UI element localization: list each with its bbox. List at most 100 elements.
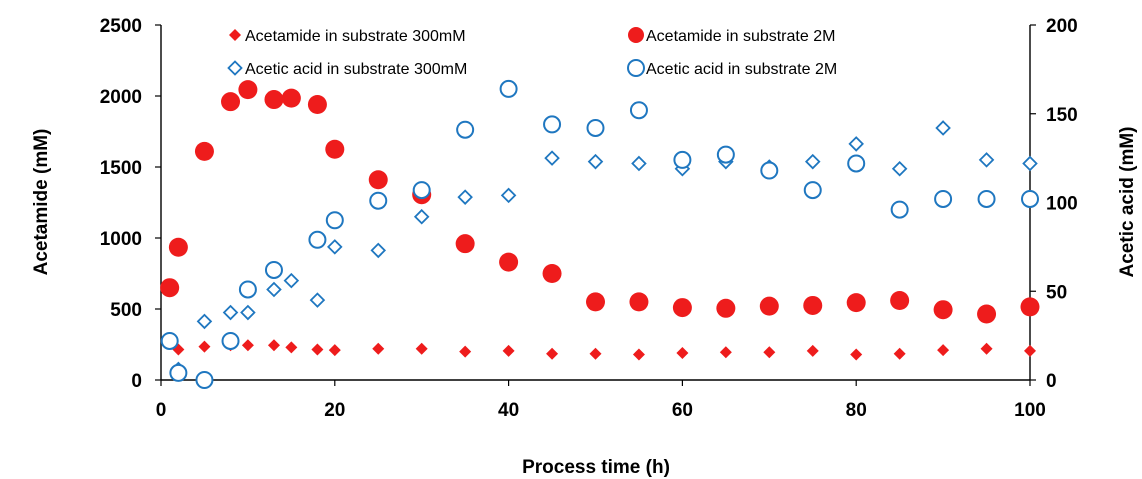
marks-layer xyxy=(160,79,1040,389)
data-point-series-4 xyxy=(325,211,344,230)
data-point-series-4 xyxy=(890,200,909,219)
data-point-series-1 xyxy=(285,341,298,354)
data-point-series-3 xyxy=(196,313,213,330)
data-point-series-1 xyxy=(267,339,280,352)
data-point-series-4 xyxy=(629,101,648,120)
legend-marker-series-4 xyxy=(627,59,645,77)
data-point-series-3 xyxy=(544,150,560,166)
data-point-series-1 xyxy=(676,347,689,360)
data-point-series-1 xyxy=(415,342,428,355)
data-point-series-1 xyxy=(502,344,515,357)
data-point-series-4 xyxy=(308,230,327,249)
legend-marker-series-3 xyxy=(227,60,243,76)
data-point-series-2 xyxy=(325,139,345,159)
data-point-series-1 xyxy=(806,344,819,357)
data-point-series-2 xyxy=(803,295,823,315)
data-point-series-2 xyxy=(586,292,605,312)
x-tick-label: 80 xyxy=(846,400,867,421)
data-point-series-3 xyxy=(266,281,282,298)
data-point-series-2 xyxy=(281,88,301,108)
data-point-series-2 xyxy=(846,293,866,313)
data-point-series-4 xyxy=(456,120,475,139)
data-point-series-1 xyxy=(328,344,341,357)
data-point-series-1 xyxy=(241,339,254,352)
data-point-series-4 xyxy=(221,331,240,350)
data-point-series-2 xyxy=(890,290,910,310)
y-left-tick-label: 500 xyxy=(110,300,142,321)
x-tick-label: 60 xyxy=(672,400,693,421)
data-point-series-4 xyxy=(716,145,735,164)
data-point-series-1 xyxy=(850,348,863,361)
data-point-series-1 xyxy=(980,342,993,355)
data-point-series-3 xyxy=(240,304,256,321)
data-point-series-3 xyxy=(370,242,387,259)
legend-label-series-1: Acetamide in substrate 300mM xyxy=(245,28,466,45)
legend-marker-series-1 xyxy=(229,29,241,41)
data-point-series-3 xyxy=(500,187,517,204)
data-point-series-2 xyxy=(716,298,736,318)
data-point-series-3 xyxy=(222,304,239,321)
y-right-tick-label: 100 xyxy=(1046,194,1078,215)
data-point-series-4 xyxy=(977,189,996,208)
y-right-tick-label: 150 xyxy=(1046,105,1078,126)
data-point-series-4 xyxy=(369,191,388,210)
data-point-series-3 xyxy=(935,120,951,136)
legend-label-series-3: Acetic acid in substrate 300mM xyxy=(245,61,467,78)
data-point-series-3 xyxy=(587,153,604,170)
y-left-tick-label: 1500 xyxy=(100,158,142,179)
data-point-series-2 xyxy=(238,80,258,100)
data-point-series-3 xyxy=(848,136,864,152)
data-point-series-1 xyxy=(546,347,559,360)
data-point-series-1 xyxy=(719,346,732,359)
data-point-series-3 xyxy=(309,292,326,308)
data-point-series-4 xyxy=(803,181,822,200)
data-point-series-3 xyxy=(631,155,647,172)
data-point-series-3 xyxy=(283,272,300,289)
legend-marker-series-2 xyxy=(628,27,644,43)
data-point-series-2 xyxy=(759,296,779,316)
data-point-series-4 xyxy=(543,115,562,134)
y-right-tick-label: 0 xyxy=(1046,371,1057,392)
data-point-series-4 xyxy=(238,280,257,299)
data-point-series-4 xyxy=(499,79,518,98)
data-point-series-3 xyxy=(457,189,473,205)
data-point-series-1 xyxy=(198,340,211,353)
data-point-series-4 xyxy=(586,118,605,137)
data-point-series-4 xyxy=(934,189,953,208)
data-point-series-2 xyxy=(933,300,953,320)
x-tick-label: 100 xyxy=(1014,400,1046,421)
data-point-series-3 xyxy=(413,208,430,225)
data-point-series-3 xyxy=(804,153,821,170)
data-point-series-2 xyxy=(168,237,188,257)
legend-label-series-4: Acetic acid in substrate 2M xyxy=(646,61,837,78)
data-point-series-2 xyxy=(499,252,519,272)
data-point-series-4 xyxy=(847,154,866,173)
y-axis-right-title: Acetic acid (mM) xyxy=(1117,127,1138,278)
data-point-series-2 xyxy=(160,278,180,298)
data-point-series-1 xyxy=(372,342,385,355)
data-point-series-2 xyxy=(1020,297,1040,317)
data-point-series-4 xyxy=(195,371,214,389)
data-point-series-4 xyxy=(160,331,179,350)
data-point-series-1 xyxy=(589,347,602,360)
data-point-series-3 xyxy=(327,239,343,255)
data-point-series-1 xyxy=(632,348,645,361)
legend: Acetamide in substrate 300mM Acetamide in… xyxy=(227,27,837,78)
data-point-series-2 xyxy=(672,298,692,318)
data-point-series-3 xyxy=(1022,155,1038,172)
x-tick-label: 20 xyxy=(324,400,345,421)
y-left-tick-label: 1000 xyxy=(100,229,142,250)
data-point-series-2 xyxy=(368,170,388,190)
data-point-series-2 xyxy=(194,141,214,161)
data-point-series-4 xyxy=(673,150,692,169)
x-tick-label: 0 xyxy=(156,400,167,421)
data-point-series-1 xyxy=(763,346,776,359)
y-right-tick-label: 50 xyxy=(1046,282,1067,303)
data-point-series-2 xyxy=(977,304,997,324)
data-point-series-2 xyxy=(542,264,562,283)
data-point-series-2 xyxy=(264,90,284,110)
data-point-series-2 xyxy=(307,95,327,115)
data-point-series-2 xyxy=(221,92,241,112)
data-point-series-4 xyxy=(1021,189,1039,208)
